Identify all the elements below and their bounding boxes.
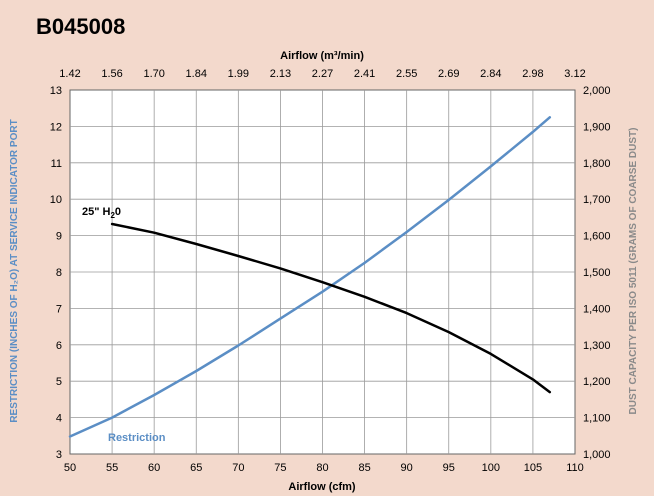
x-tick-label: 100 — [482, 462, 500, 474]
x2-tick-label: 2.13 — [270, 68, 291, 80]
series-label-restriction: Restriction — [108, 432, 166, 444]
x-tick-label: 80 — [316, 462, 328, 474]
y2-tick-label: 1,200 — [583, 376, 611, 388]
y2-tick-label: 2,000 — [583, 85, 611, 97]
x-tick-label: 95 — [443, 462, 455, 474]
chart-title: B045008 — [36, 14, 125, 39]
x-tick-label: 90 — [401, 462, 413, 474]
x-tick-label: 70 — [232, 462, 244, 474]
y-tick-label: 6 — [56, 340, 62, 352]
x-tick-label: 110 — [566, 462, 584, 474]
y-tick-label: 11 — [51, 158, 62, 170]
y2-tick-label: 1,600 — [583, 231, 611, 243]
x2-tick-label: 1.99 — [228, 68, 249, 80]
y-tick-label: 13 — [50, 85, 62, 97]
y2-tick-label: 1,100 — [583, 413, 611, 425]
y2-tick-label: 1,900 — [583, 121, 611, 133]
y-tick-label: 5 — [56, 376, 62, 388]
y2-tick-label: 1,700 — [583, 194, 611, 206]
x-tick-label: 75 — [274, 462, 286, 474]
y-axis-title: RESTRICTION (INCHES OF H₂O) AT SERVICE I… — [9, 119, 20, 422]
y2-tick-label: 1,400 — [583, 303, 611, 315]
x2-tick-label: 2.55 — [396, 68, 417, 80]
x-tick-label: 65 — [190, 462, 202, 474]
x-axis-title: Airflow (cfm) — [288, 481, 356, 493]
series-line-25-h2o — [110, 222, 552, 394]
x-tick-label: 50 — [64, 462, 76, 474]
x2-tick-label: 2.41 — [354, 68, 375, 80]
x-tick-label: 105 — [524, 462, 542, 474]
y2-tick-label: 1,000 — [583, 449, 611, 461]
x2-tick-label: 1.70 — [143, 68, 164, 80]
x-tick-label: 60 — [148, 462, 160, 474]
series-line-restriction — [68, 116, 552, 438]
x-tick-label: 55 — [106, 462, 118, 474]
x2-tick-label: 1.42 — [59, 68, 80, 80]
x2-tick-label: 2.84 — [480, 68, 501, 80]
y-tick-label: 3 — [56, 449, 62, 461]
y-tick-label: 4 — [56, 413, 62, 425]
y2-tick-label: 1,500 — [583, 267, 611, 279]
x2-tick-label: 1.56 — [101, 68, 122, 80]
y-tick-label: 10 — [50, 194, 62, 206]
x2-tick-label: 2.98 — [522, 68, 543, 80]
x-tick-label: 85 — [358, 462, 370, 474]
x2-tick-label: 2.69 — [438, 68, 459, 80]
x2-tick-label: 1.84 — [186, 68, 207, 80]
x2-tick-label: 3.12 — [564, 68, 585, 80]
x2-tick-label: 2.27 — [312, 68, 333, 80]
y-tick-label: 8 — [56, 267, 62, 279]
y2-axis-title: DUST CAPACITY PER ISO 5011 (GRAMS OF COA… — [628, 128, 639, 415]
y-tick-label: 7 — [56, 303, 62, 315]
series-label-25-h2o: 25" H20 — [82, 206, 121, 220]
x2-axis-title: Airflow (m³/min) — [280, 50, 364, 62]
grid — [70, 90, 575, 454]
y-tick-label: 9 — [56, 231, 62, 243]
y-tick-label: 12 — [50, 121, 62, 133]
tick-labels: 501.42551.56601.70651.84701.99752.13802.… — [50, 68, 611, 474]
y2-tick-label: 1,300 — [583, 340, 611, 352]
y2-tick-label: 1,800 — [583, 158, 611, 170]
series-lines — [68, 116, 552, 438]
